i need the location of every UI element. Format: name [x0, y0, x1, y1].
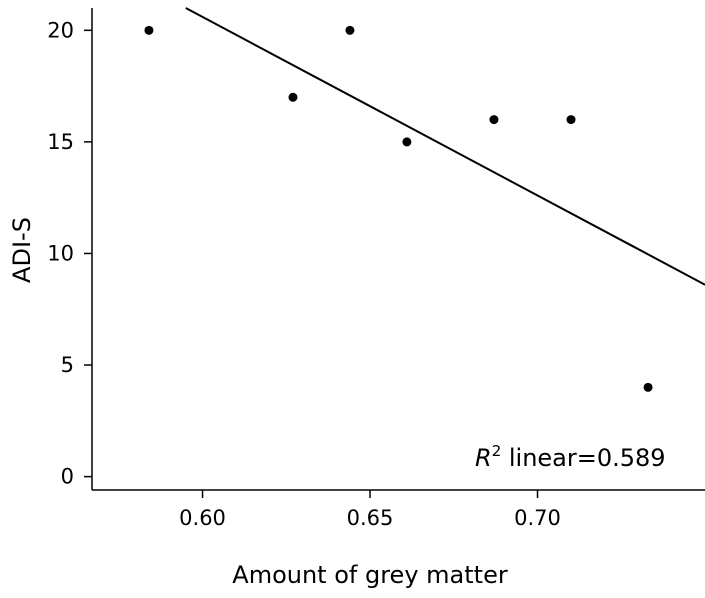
y-tick-label: 20	[47, 18, 74, 42]
x-tick-label: 0.70	[514, 506, 561, 530]
data-point	[489, 115, 499, 125]
x-axis-title: Amount of grey matter	[232, 561, 508, 589]
r-symbol: R	[475, 444, 492, 472]
regression-line	[185, 7, 705, 286]
y-ticks: 0 5 10 15 20	[47, 18, 92, 489]
r-superscript: 2	[492, 442, 502, 460]
r-squared-annotation: R2 linear=0.589	[475, 442, 666, 472]
data-point	[566, 115, 576, 125]
fit-line-group	[185, 7, 705, 286]
data-point	[288, 92, 298, 102]
x-ticks: 0.60 0.65 0.70	[179, 490, 561, 530]
data-point	[144, 25, 154, 35]
data-point	[402, 137, 412, 147]
y-tick-label: 0	[61, 465, 74, 489]
x-tick-label: 0.65	[347, 506, 394, 530]
axes	[91, 8, 705, 491]
r-squared-value: linear=0.589	[501, 444, 665, 472]
y-axis-title: ADI-S	[8, 217, 36, 283]
data-point	[345, 25, 355, 35]
x-tick-label: 0.60	[179, 506, 226, 530]
y-tick-label: 15	[47, 130, 74, 154]
data-points	[144, 25, 653, 392]
data-point	[643, 382, 653, 392]
y-tick-label: 10	[47, 241, 74, 265]
y-tick-label: 5	[61, 353, 74, 377]
